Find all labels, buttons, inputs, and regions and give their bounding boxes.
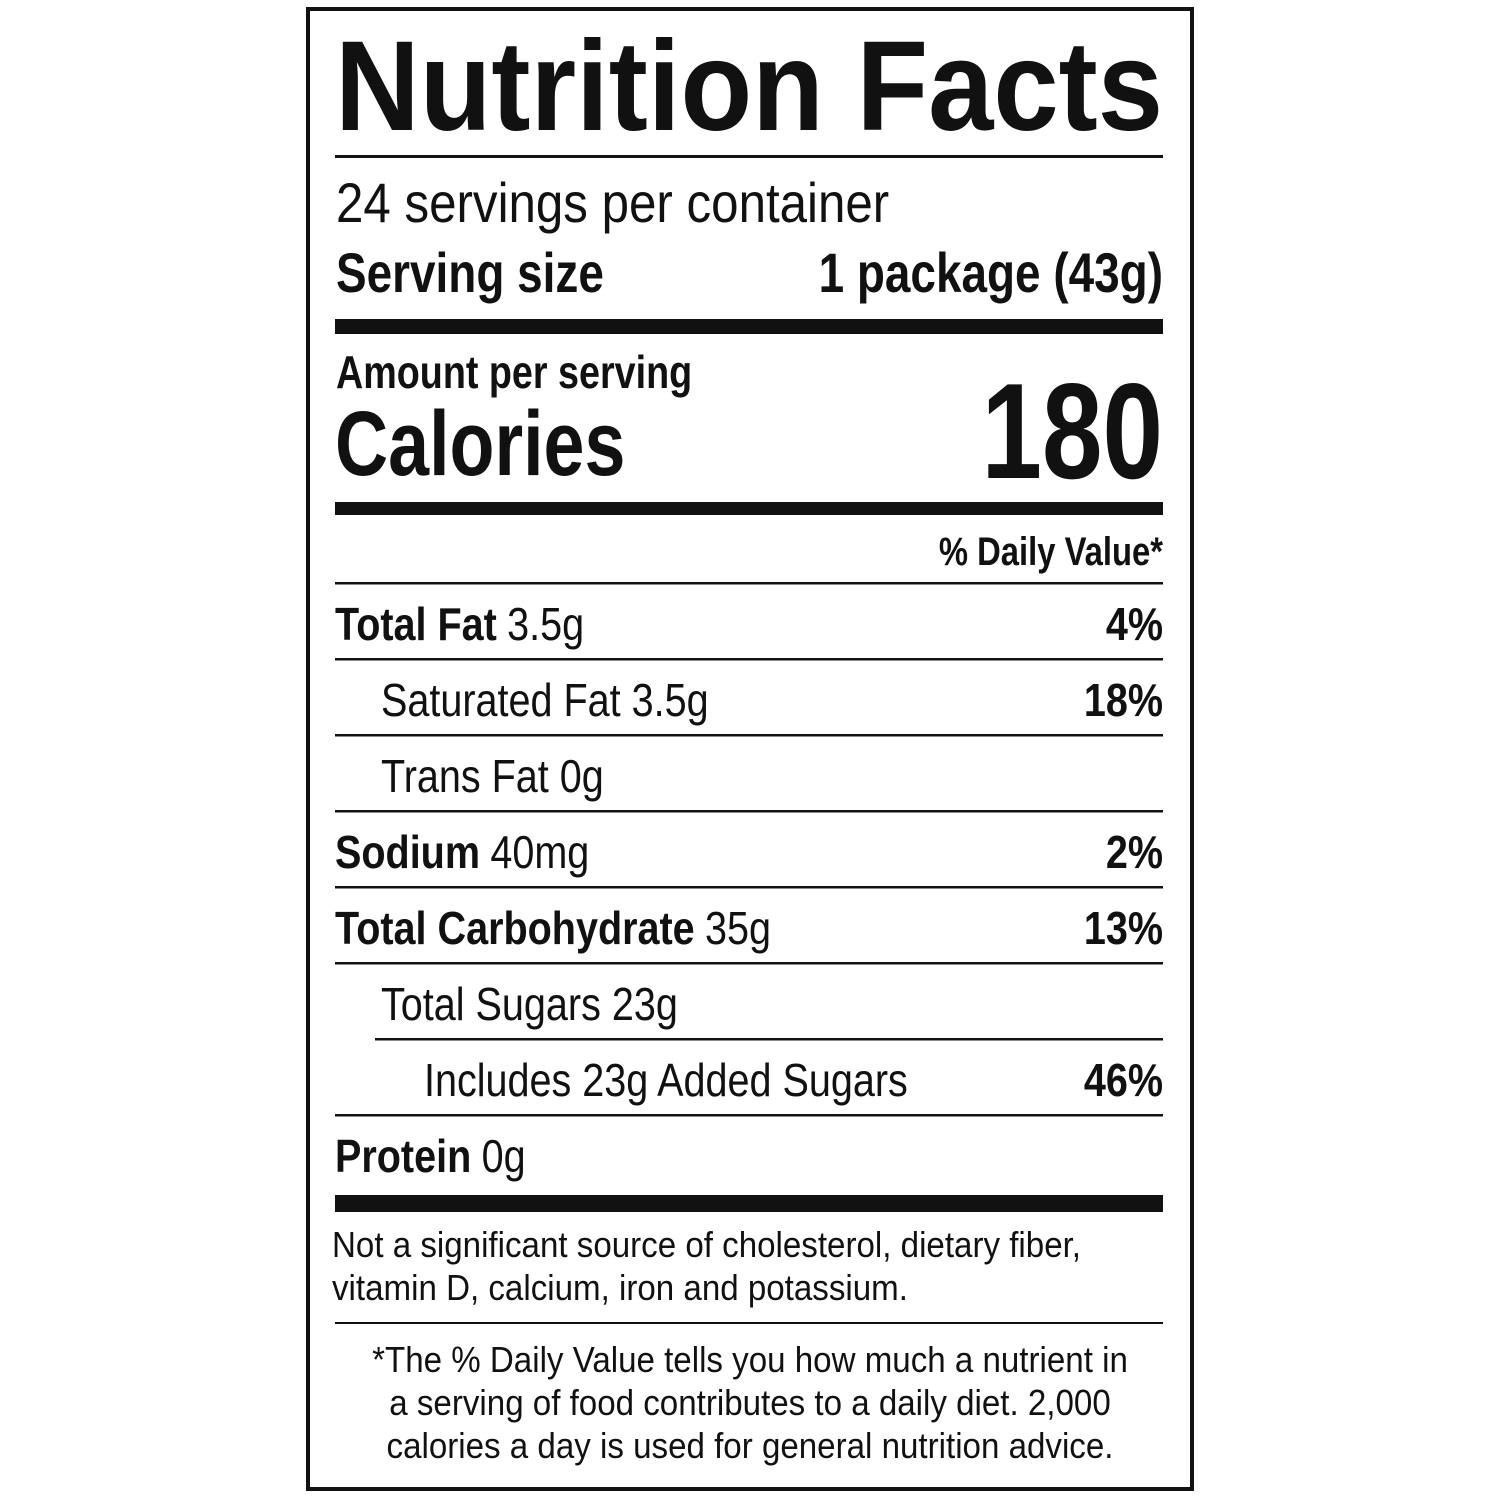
daily-value: 46% <box>1084 1055 1163 1106</box>
thick-rule <box>335 319 1163 334</box>
daily-value-header: % Daily Value* <box>939 529 1164 574</box>
nutrient-row: Total Carbohydrate 35g <box>335 903 771 954</box>
rule <box>335 886 1163 889</box>
nutrient-name: Trans Fat 0g <box>381 751 604 802</box>
footnote-line: vitamin D, calcium, iron and potassium. <box>332 1269 908 1309</box>
rule <box>335 734 1163 737</box>
rule <box>335 962 1163 965</box>
label-border <box>306 7 1194 1491</box>
rule <box>335 1322 1163 1324</box>
rule <box>335 155 1163 158</box>
serving-size-value: 1 package (43g) <box>819 242 1163 304</box>
rule <box>335 1114 1163 1117</box>
serving-size-label: Serving size <box>336 242 604 304</box>
rule <box>335 582 1163 585</box>
nutrient-amount: 0g <box>482 1131 526 1182</box>
daily-value: 4% <box>1106 599 1163 650</box>
nutrient-name: Sodium <box>335 827 480 878</box>
amount-per-serving: Amount per serving <box>336 346 692 397</box>
dv-note-line: *The % Daily Value tells you how much a … <box>372 1341 1128 1381</box>
nutrient-row: Sodium 40mg <box>335 827 589 878</box>
nutrient-amount: 3.5g <box>507 599 584 650</box>
daily-value: 18% <box>1084 675 1163 726</box>
nutrient-row: Trans Fat 0g <box>381 751 604 802</box>
nutrient-row: Total Fat 3.5g <box>335 599 584 650</box>
nutrient-name: Protein <box>335 1131 471 1182</box>
nutrient-amount: 35g <box>705 903 771 954</box>
dv-note-line: calories a day is used for general nutri… <box>387 1427 1114 1467</box>
nutrient-amount: 40mg <box>490 827 589 878</box>
title: Nutrition Facts <box>335 14 1163 158</box>
nutrient-row: Saturated Fat 3.5g <box>381 675 709 726</box>
nutrient-row: Total Sugars 23g <box>381 979 678 1030</box>
nutrient-name: Total Fat <box>335 599 497 650</box>
calories-label: Calories <box>335 392 625 495</box>
daily-value: 2% <box>1106 827 1163 878</box>
rule <box>375 1038 1163 1041</box>
servings: 24 servings per container <box>336 172 889 235</box>
daily-value: 13% <box>1084 903 1163 954</box>
footnote-line: Not a significant source of cholesterol,… <box>332 1226 1081 1266</box>
nutrient-name: Total Sugars 23g <box>381 979 678 1030</box>
dv-note-line: a serving of food contributes to a daily… <box>389 1384 1110 1424</box>
calories-value: 180 <box>981 357 1163 508</box>
nutrient-row: Includes 23g Added Sugars <box>424 1055 908 1106</box>
nutrient-name: Includes 23g Added Sugars <box>424 1055 908 1106</box>
nutrient-row: Protein 0g <box>335 1131 526 1182</box>
thick-rule <box>335 502 1163 515</box>
rule <box>335 810 1163 813</box>
nutrient-name: Saturated Fat 3.5g <box>381 675 709 726</box>
thick-rule <box>335 1195 1163 1212</box>
nutrient-name: Total Carbohydrate <box>335 903 695 954</box>
rule <box>335 658 1163 661</box>
